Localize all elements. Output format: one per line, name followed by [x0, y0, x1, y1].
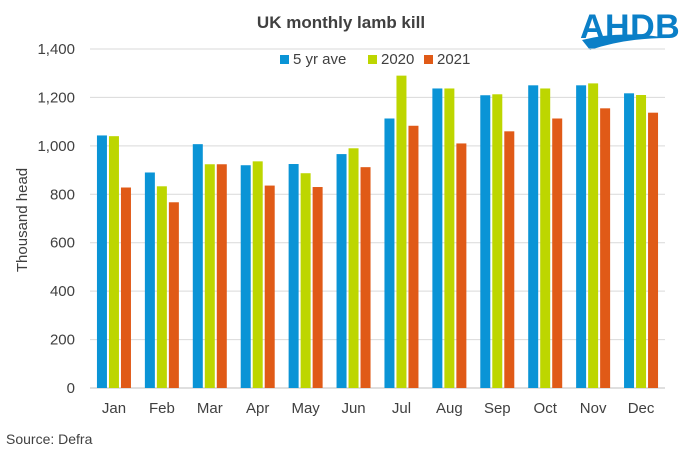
- y-axis-label: Thousand head: [14, 168, 31, 272]
- legend-swatch: [424, 55, 433, 64]
- ahdb-logo: AHDB: [580, 8, 680, 50]
- x-tick-label: May: [291, 400, 320, 417]
- source-note: Source: Defra: [6, 431, 93, 447]
- x-tick-label: Nov: [580, 400, 607, 417]
- bar-5-yr-ave-may: [288, 164, 299, 388]
- bar-2020-nov: [588, 83, 599, 389]
- bar-5-yr-ave-jan: [96, 135, 107, 388]
- bar-2021-dec: [648, 112, 659, 389]
- bar-2020-feb: [156, 186, 167, 388]
- y-tick-label: 1,400: [37, 41, 75, 58]
- legend-swatch: [280, 55, 289, 64]
- bar-2020-jul: [396, 75, 407, 388]
- x-axis-ticks: Jan Feb Mar Apr May Jun Jul Aug Sep Oct Nov Dec: [102, 400, 655, 417]
- y-tick-label: 1,200: [37, 89, 75, 106]
- legend-label: 5 yr ave: [293, 51, 346, 68]
- legend: 5 yr ave 2020 2021: [280, 51, 470, 68]
- bar-2021-nov: [600, 108, 611, 388]
- x-tick-label: Aug: [436, 400, 463, 417]
- bar-2021-mar: [216, 164, 227, 388]
- bar-5-yr-ave-aug: [432, 88, 443, 388]
- legend-label: 2021: [437, 51, 470, 68]
- x-tick-label: Sep: [484, 400, 511, 417]
- legend-swatch: [368, 55, 377, 64]
- x-tick-label: Jan: [102, 400, 126, 417]
- y-tick-label: 200: [50, 332, 75, 349]
- bar-5-yr-ave-dec: [624, 93, 635, 389]
- y-tick-label: 1,000: [37, 138, 75, 155]
- bar-5-yr-ave-oct: [528, 85, 539, 389]
- bar-2020-apr: [252, 161, 263, 388]
- legend-label: 2020: [381, 51, 414, 68]
- y-axis-ticks: 0 200 400 600 800 1,000 1,200 1,400: [37, 41, 75, 397]
- bar-2020-oct: [540, 88, 551, 388]
- bar-2021-feb: [168, 202, 179, 388]
- bar-2021-aug: [456, 143, 467, 388]
- x-tick-label: Apr: [246, 400, 269, 417]
- bar-2021-oct: [552, 118, 563, 389]
- x-tick-label: Mar: [197, 400, 223, 417]
- y-tick-label: 600: [50, 235, 75, 252]
- bar-5-yr-ave-jun: [336, 154, 347, 388]
- bar-5-yr-ave-feb: [144, 172, 155, 388]
- bar-2021-jan: [120, 187, 131, 388]
- bar-5-yr-ave-mar: [192, 144, 203, 388]
- y-tick-label: 800: [50, 186, 75, 203]
- y-tick-label: 0: [67, 380, 75, 397]
- bar-2020-sep: [492, 94, 503, 389]
- bar-2021-apr: [264, 185, 275, 388]
- bar-2020-jan: [108, 136, 119, 388]
- x-tick-label: Jul: [392, 400, 411, 417]
- bar-5-yr-ave-apr: [240, 165, 251, 388]
- x-tick-label: Jun: [341, 400, 365, 417]
- chart-title: UK monthly lamb kill: [257, 13, 425, 32]
- x-tick-label: Oct: [534, 400, 558, 417]
- bar-2021-may: [312, 187, 323, 388]
- bar-5-yr-ave-sep: [480, 95, 491, 389]
- gridlines: [90, 48, 665, 389]
- bar-2021-jun: [360, 167, 371, 388]
- bar-5-yr-ave-nov: [576, 85, 587, 389]
- bar-2021-sep: [504, 131, 515, 389]
- bar-2020-aug: [444, 88, 455, 388]
- x-tick-label: Dec: [628, 400, 655, 417]
- bar-5-yr-ave-jul: [384, 118, 395, 389]
- bars: [96, 75, 659, 389]
- bar-2020-may: [300, 173, 311, 388]
- bar-2020-jun: [348, 148, 359, 388]
- bar-2020-mar: [204, 164, 215, 388]
- logo-swoosh-icon: [582, 34, 668, 50]
- bar-2020-dec: [636, 95, 647, 388]
- x-tick-label: Feb: [149, 400, 175, 417]
- bar-2021-jul: [408, 125, 419, 389]
- y-tick-label: 400: [50, 283, 75, 300]
